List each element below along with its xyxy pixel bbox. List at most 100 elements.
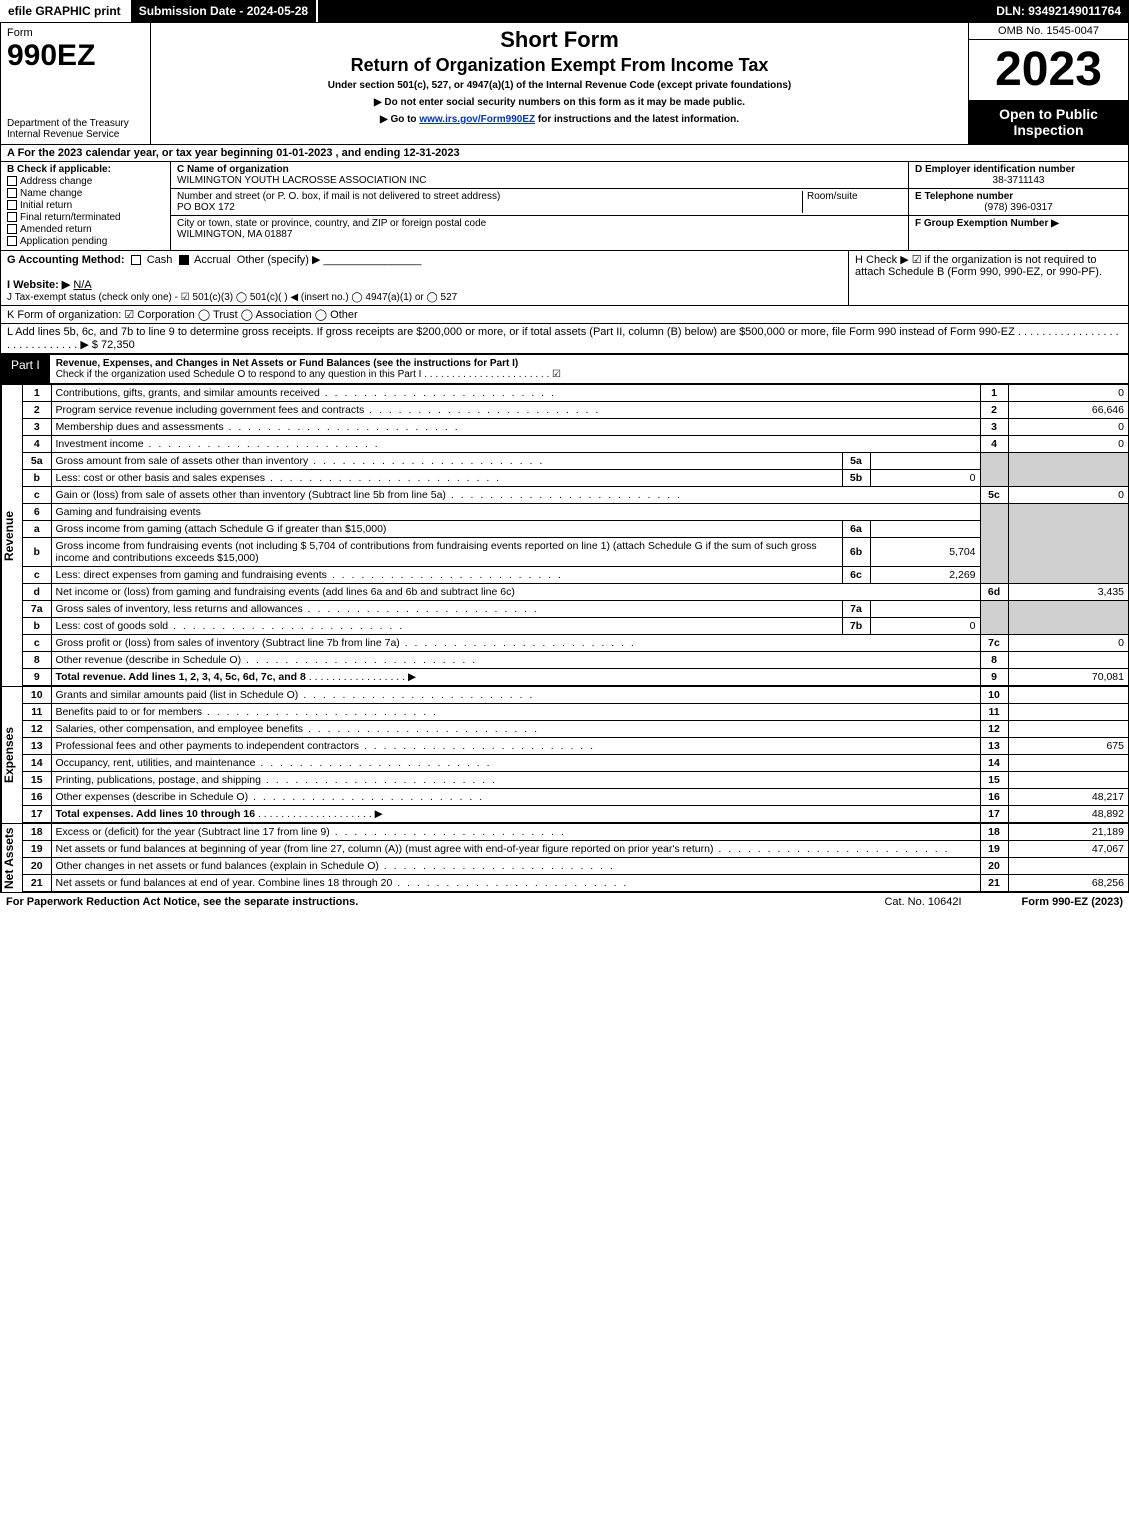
cb-cash[interactable] — [131, 255, 141, 265]
footer-catno: Cat. No. 10642I — [884, 896, 961, 908]
form-number: 990EZ — [7, 39, 144, 73]
group-exemption-label: F Group Exemption Number ▶ — [915, 218, 1122, 229]
org-street: PO BOX 172 — [177, 202, 802, 213]
part1-label: Part I — [1, 355, 50, 383]
line-6: 6Gaming and fundraising events — [23, 504, 1128, 521]
line-1: 1Contributions, gifts, grants, and simil… — [23, 385, 1128, 402]
line-5b: bLess: cost or other basis and sales exp… — [23, 470, 1128, 487]
form-container: Form 990EZ Department of the Treasury In… — [0, 22, 1129, 893]
line-17: 17Total expenses. Add lines 10 through 1… — [23, 806, 1128, 823]
l-amount: 72,350 — [101, 339, 135, 351]
h-check: H Check ▶ ☑ if the organization is not r… — [848, 251, 1128, 305]
part1-header: Part I Revenue, Expenses, and Changes in… — [1, 354, 1128, 384]
line-18: 18Excess or (deficit) for the year (Subt… — [23, 824, 1128, 841]
line-6c: cLess: direct expenses from gaming and f… — [23, 567, 1128, 584]
phone-value: (978) 396-0317 — [915, 202, 1122, 213]
cb-accrual[interactable] — [179, 255, 189, 265]
row-l: L Add lines 5b, 6c, and 7b to line 9 to … — [1, 324, 1128, 354]
line-3: 3Membership dues and assessments30 — [23, 419, 1128, 436]
open-inspection: Open to Public Inspection — [969, 100, 1128, 144]
note-ssn: ▶ Do not enter social security numbers o… — [374, 97, 745, 108]
line-2: 2Program service revenue including gover… — [23, 402, 1128, 419]
line-16: 16Other expenses (describe in Schedule O… — [23, 789, 1128, 806]
room-suite-label: Room/suite — [802, 191, 902, 213]
cb-application-pending[interactable]: Application pending — [7, 236, 164, 247]
expenses-side-label: Expenses — [1, 686, 23, 823]
footer-left: For Paperwork Reduction Act Notice, see … — [6, 896, 358, 908]
page-footer: For Paperwork Reduction Act Notice, see … — [0, 893, 1129, 911]
line-19: 19Net assets or fund balances at beginni… — [23, 841, 1128, 858]
ein-label: D Employer identification number — [915, 164, 1122, 175]
l-text: L Add lines 5b, 6c, and 7b to line 9 to … — [7, 326, 1119, 351]
col-d: D Employer identification number 38-3711… — [908, 162, 1128, 250]
revenue-side-label: Revenue — [1, 384, 23, 686]
line-4: 4Investment income40 — [23, 436, 1128, 453]
line-6b: bGross income from fundraising events (n… — [23, 538, 1128, 567]
org-name: WILMINGTON YOUTH LACROSSE ASSOCIATION IN… — [177, 175, 902, 186]
i-label: I Website: ▶ — [7, 279, 70, 291]
section-bcdef: B Check if applicable: Address change Na… — [1, 162, 1128, 251]
row-a: A For the 2023 calendar year, or tax yea… — [1, 145, 1128, 162]
irs-link[interactable]: www.irs.gov/Form990EZ — [419, 114, 535, 125]
line-12: 12Salaries, other compensation, and empl… — [23, 721, 1128, 738]
note-goto-pre: ▶ Go to — [380, 114, 419, 125]
row-k: K Form of organization: ☑ Corporation ◯ … — [1, 306, 1128, 324]
g-label: G Accounting Method: — [7, 254, 125, 266]
expenses-table: 10Grants and similar amounts paid (list … — [23, 686, 1128, 823]
line-6a: aGross income from gaming (attach Schedu… — [23, 521, 1128, 538]
website-value: N/A — [73, 279, 91, 291]
efile-label[interactable]: efile GRAPHIC print — [0, 0, 131, 22]
cb-address-change[interactable]: Address change — [7, 176, 164, 187]
line-10: 10Grants and similar amounts paid (list … — [23, 687, 1128, 704]
line-8: 8Other revenue (describe in Schedule O)8 — [23, 652, 1128, 669]
line-20: 20Other changes in net assets or fund ba… — [23, 858, 1128, 875]
cb-initial-return[interactable]: Initial return — [7, 200, 164, 211]
tax-year: 2023 — [969, 40, 1128, 100]
line-9: 9Total revenue. Add lines 1, 2, 3, 4, 5c… — [23, 669, 1128, 686]
revenue-table: 1Contributions, gifts, grants, and simil… — [23, 384, 1128, 686]
b-label: B Check if applicable: — [7, 164, 164, 175]
form-word: Form — [7, 27, 144, 39]
row-gh: G Accounting Method: Cash Accrual Other … — [1, 251, 1128, 306]
col-c: C Name of organization WILMINGTON YOUTH … — [171, 162, 908, 250]
line-7b: bLess: cost of goods sold7b0 — [23, 618, 1128, 635]
other-specify: Other (specify) ▶ — [237, 254, 321, 266]
part1-check: Check if the organization used Schedule … — [56, 369, 561, 380]
part1-title: Revenue, Expenses, and Changes in Net As… — [50, 355, 1128, 383]
line-5a: 5aGross amount from sale of assets other… — [23, 453, 1128, 470]
footer-formref: Form 990-EZ (2023) — [1022, 896, 1123, 908]
line-6d: dNet income or (loss) from gaming and fu… — [23, 584, 1128, 601]
netassets-side-label: Net Assets — [1, 823, 23, 892]
c-city-label: City or town, state or province, country… — [177, 218, 486, 229]
line-11: 11Benefits paid to or for members11 — [23, 704, 1128, 721]
cb-final-return[interactable]: Final return/terminated — [7, 212, 164, 223]
cb-name-change[interactable]: Name change — [7, 188, 164, 199]
line-21: 21Net assets or fund balances at end of … — [23, 875, 1128, 892]
line-14: 14Occupancy, rent, utilities, and mainte… — [23, 755, 1128, 772]
line-5c: cGain or (loss) from sale of assets othe… — [23, 487, 1128, 504]
c-street-label: Number and street (or P. O. box, if mail… — [177, 191, 802, 202]
dln: DLN: 93492149011764 — [988, 0, 1129, 22]
col-b: B Check if applicable: Address change Na… — [1, 162, 171, 250]
omb-number: OMB No. 1545-0047 — [969, 23, 1128, 40]
top-bar: efile GRAPHIC print Submission Date - 20… — [0, 0, 1129, 22]
title-return: Return of Organization Exempt From Incom… — [351, 55, 769, 76]
line-15: 15Printing, publications, postage, and s… — [23, 772, 1128, 789]
phone-label: E Telephone number — [915, 191, 1122, 202]
j-tax-exempt: J Tax-exempt status (check only one) - ☑… — [7, 292, 457, 303]
submission-date: Submission Date - 2024-05-28 — [131, 0, 318, 22]
line-7a: 7aGross sales of inventory, less returns… — [23, 601, 1128, 618]
line-13: 13Professional fees and other payments t… — [23, 738, 1128, 755]
note-goto-post: for instructions and the latest informat… — [535, 114, 739, 125]
netassets-table: 18Excess or (deficit) for the year (Subt… — [23, 823, 1128, 892]
department: Department of the Treasury Internal Reve… — [7, 118, 144, 140]
subtitle: Under section 501(c), 527, or 4947(a)(1)… — [328, 80, 791, 91]
title-short-form: Short Form — [500, 27, 619, 53]
ein-value: 38-3711143 — [915, 175, 1122, 186]
cb-amended-return[interactable]: Amended return — [7, 224, 164, 235]
line-7c: cGross profit or (loss) from sales of in… — [23, 635, 1128, 652]
c-name-label: C Name of organization — [177, 164, 902, 175]
org-city: WILMINGTON, MA 01887 — [177, 229, 486, 240]
note-goto: ▶ Go to www.irs.gov/Form990EZ for instru… — [380, 114, 739, 125]
form-header: Form 990EZ Department of the Treasury In… — [1, 23, 1128, 145]
